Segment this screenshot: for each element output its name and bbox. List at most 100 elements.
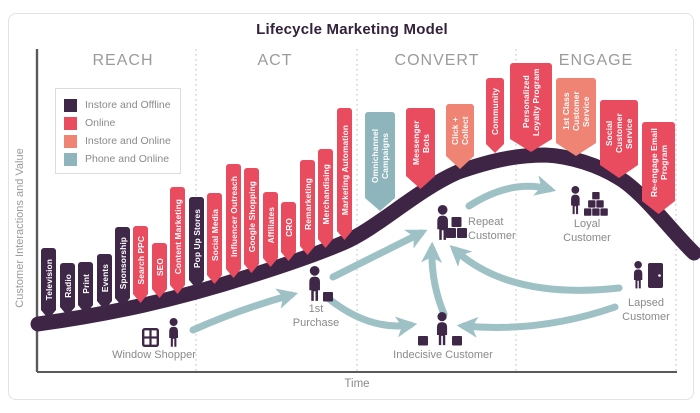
ribbon-label: Influencer Outreach [228, 176, 239, 258]
repeat-customer-label: Repeat Customer [468, 216, 516, 242]
ribbon-label: Merchandising [320, 164, 331, 225]
section-header-convert: CONVERT [394, 52, 480, 69]
ribbon-personalized-loyalty-program: Personalized Loyalty Program [510, 63, 552, 152]
legend-label: Online [85, 117, 116, 129]
ribbon-seo: SEO [152, 243, 167, 298]
loyal-customer-label: Loyal Customer [563, 218, 611, 244]
ribbon-messenger-bots: Messenger Bots [406, 108, 435, 189]
ribbon-label: Click + Collect [450, 116, 470, 145]
ribbon-events: Events [97, 254, 112, 310]
ribbon-affiliates: Affiliates [263, 192, 278, 267]
arrow-window-shopper-to-first-purchase [189, 288, 299, 334]
ribbon-television: Television [41, 248, 56, 319]
arrow-lapsed-to-indecisive-customer [456, 303, 619, 338]
legend-item-instore-and-offline: Instore and Offline [64, 96, 180, 114]
ribbon-pop-up-stores: Pop Up Stores [189, 197, 204, 289]
ribbon-label: Social Media [209, 208, 220, 261]
door-icon [648, 263, 663, 288]
flow-arrows [189, 175, 623, 338]
ribbon-label: Search PPC [135, 236, 146, 285]
lapsed-customer-icon-group [633, 261, 663, 289]
person-icon [437, 205, 448, 240]
person-icon [169, 318, 178, 347]
lifecycle-curve-path [30, 147, 700, 332]
bag-icon [418, 336, 428, 346]
arrow-lapsed-to-repeat-customer [449, 245, 623, 294]
legend-swatch [64, 116, 77, 130]
legend-label: Instore and Offline [85, 99, 171, 111]
ribbon-label: Personalized Loyalty Program [521, 67, 541, 136]
section-header-engage: ENGAGE [558, 52, 634, 69]
bag-icon [452, 336, 462, 346]
ribbon-label: Omnichannel Campaigns [370, 128, 390, 183]
person-icon [436, 312, 448, 346]
arrow-first-purchase-to-repeat-customer [329, 229, 428, 281]
person-icon [633, 261, 643, 289]
ribbon-label: Marketing Automation [339, 124, 350, 216]
ribbon-label: Content Marketing [172, 198, 183, 275]
legend-item-phone-and-online: Phone and Online [64, 150, 180, 168]
customer-icons [142, 186, 663, 348]
ribbon-social-customer-service: Social Customer Service [600, 100, 638, 178]
y-axis-label: Customer Interactions and Value [14, 148, 26, 308]
ribbon-label: CRO [283, 218, 294, 237]
ribbon-influencer-outreach: Influencer Outreach [226, 164, 241, 278]
lifecycle-curve [30, 147, 700, 332]
ribbon-merchandising: Merchandising [318, 149, 333, 248]
ribbon-label: 1st Class Customer Service [561, 91, 591, 131]
ribbon-label: Affiliates [265, 207, 276, 244]
ribbon-label: Sponsorship [117, 236, 128, 290]
person-icon [309, 266, 320, 301]
arrow-first-purchase-to-indecisive-customer [325, 295, 418, 338]
bag-icon [323, 292, 333, 302]
boxpile6-icon [584, 192, 608, 216]
legend-item-instore-and-online: Instore and Online [64, 132, 180, 150]
ribbon-radio: Radio [60, 263, 75, 316]
legend-label: Phone and Online [85, 153, 170, 165]
legend-label: Instore and Online [85, 135, 171, 147]
ribbon-label: Community [490, 88, 500, 135]
person-icon [571, 186, 580, 215]
window-icon [142, 328, 160, 348]
ribbon-print: Print [78, 262, 93, 314]
legend-swatch [64, 152, 77, 166]
page-title: Lifecycle Marketing Model [256, 21, 448, 38]
arrow-indecisive-to-repeat-customer [421, 241, 448, 318]
arrow-repeat-to-loyal-customer [465, 175, 557, 210]
ribbon-social-media: Social Media [207, 193, 222, 284]
ribbon-label: Television [43, 258, 54, 301]
ribbon-1st-class-customer-service: 1st Class Customer Service [556, 78, 596, 156]
legend: Instore and Offline Online Instore and Onl… [55, 88, 181, 174]
ribbon-label: Remarketing [302, 177, 313, 230]
indecisive-customer-icon-group [418, 312, 462, 346]
ribbon-omnichannel-campaigns: Omnichannel Campaigns [365, 112, 395, 211]
ribbon-label: Print [80, 274, 91, 294]
ribbon-content-marketing: Content Marketing [170, 187, 185, 294]
ribbon-label: Events [99, 263, 110, 293]
section-header-act: ACT [257, 52, 293, 69]
x-axis-label: Time [344, 378, 370, 390]
loyal-customer-icon-group [571, 186, 608, 216]
ribbon-remarketing: Remarketing [300, 160, 315, 255]
ribbon-google-shopping: Google Shopping [244, 168, 259, 273]
indecisive-customer-label: Indecisive Customer [393, 349, 493, 361]
first-purchase-icon-group [309, 266, 333, 302]
ribbon-click-collect: Click + Collect [446, 104, 474, 169]
ribbon-label: Google Shopping [246, 180, 257, 253]
ribbon-community: Community [486, 78, 504, 153]
ribbon-marketing-automation: Marketing Automation [337, 108, 352, 240]
ribbon-search-ppc: Search PPC [133, 226, 148, 303]
ribbon-cro: CRO [281, 202, 296, 261]
first-purchase-label: 1st Purchase [292, 303, 340, 329]
section-header-reach: REACH [92, 52, 154, 69]
window-shopper-label: Window Shopper [112, 349, 196, 361]
ribbon-label: Radio [62, 273, 73, 298]
ribbon-label: Social Customer Service [604, 113, 634, 153]
lapsed-customer-label: Lapsed Customer [622, 297, 670, 323]
ribbon-label: Re-engage Email Program [648, 127, 669, 197]
ribbon-label: SEO [154, 257, 165, 276]
ribbon-sponsorship: Sponsorship [115, 227, 130, 307]
ribbon-label: Pop Up Stores [191, 209, 202, 269]
